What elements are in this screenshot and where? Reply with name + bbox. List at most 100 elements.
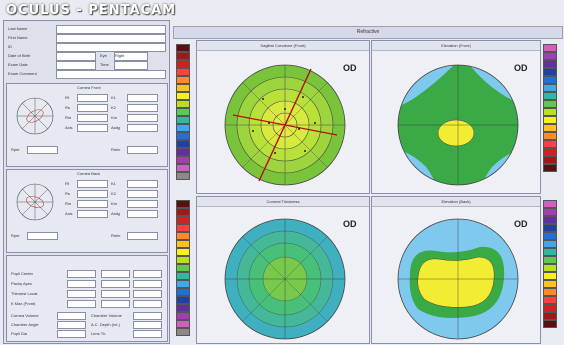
color-scale-swatch <box>176 232 190 240</box>
metric-key: K2 <box>111 191 116 196</box>
color-scale-swatch <box>543 100 557 108</box>
color-scale-swatch <box>543 164 557 172</box>
metric-key: Astig <box>111 125 120 130</box>
color-scale-swatch <box>176 52 190 60</box>
color-scale-swatch <box>543 312 557 320</box>
metric-row: Chamber Angle A.C. Depth (Int.) <box>11 321 166 329</box>
color-scale-swatch <box>176 148 190 156</box>
color-scale-left-bottom <box>173 196 193 341</box>
metric-key: Rs <box>65 191 70 196</box>
color-scale-right-bottom <box>540 196 560 341</box>
color-scale-swatch <box>176 216 190 224</box>
color-scale-swatch <box>543 224 557 232</box>
color-scale-swatch <box>543 320 557 328</box>
metric-value <box>133 270 162 278</box>
metric-row: K Max (Front) <box>11 300 166 308</box>
color-scale-swatch <box>543 140 557 148</box>
metric-value <box>77 124 108 132</box>
metric-value <box>77 190 108 198</box>
metric-key: Rmin <box>111 233 121 238</box>
cornea-back-section: Cornea Back Rf K1 Rs K2 <box>6 169 168 253</box>
color-scale-swatch <box>543 156 557 164</box>
color-scale-left-top <box>173 40 193 190</box>
map-panel-elevation-back[interactable]: Elevation (Back) OD <box>371 196 541 344</box>
metric-value <box>77 104 108 112</box>
metric-row: Cornea Volume Chamber Volume <box>11 312 166 320</box>
metric-value <box>67 270 96 278</box>
metric-key: Pupil Center <box>11 271 34 276</box>
cornea-front-section: Cornea Front Rf K1 Rs K2 <box>6 83 168 167</box>
color-scale-swatch <box>176 60 190 68</box>
color-scale-swatch <box>176 208 190 216</box>
metric-key: Thinnest Locat. <box>11 291 39 296</box>
metric-value <box>127 104 158 112</box>
metric-value <box>127 200 158 208</box>
color-scale-swatch <box>543 240 557 248</box>
field-row: Exam Date Time <box>8 61 168 70</box>
metric-key: A.C. Depth (Int.) <box>91 322 120 327</box>
metric-row: Pupil Center <box>11 270 166 278</box>
id-field[interactable] <box>56 43 166 52</box>
axis-diagram-icon <box>16 97 54 135</box>
first-name-field[interactable] <box>56 34 166 43</box>
metric-value <box>77 94 108 102</box>
eye-label: OD <box>514 63 528 73</box>
metric-value <box>133 321 162 329</box>
field-row: Date of Birth Eye Right <box>8 52 168 61</box>
color-scale-swatch <box>543 44 557 52</box>
color-scale-swatch <box>176 280 190 288</box>
metric-value <box>57 312 86 320</box>
metric-row: Rm Km <box>65 114 165 122</box>
color-scale-swatch <box>543 296 557 304</box>
eye-label: OD <box>343 63 357 73</box>
metric-value <box>67 290 96 298</box>
field-label: ID <box>8 44 12 49</box>
metric-value <box>67 280 96 288</box>
dob-field[interactable] <box>56 52 96 61</box>
exam-date-field[interactable] <box>56 61 96 70</box>
color-scale-swatch <box>176 132 190 140</box>
color-scale-swatch <box>543 52 557 60</box>
section-header: Cornea Front <box>77 85 101 90</box>
comment-field[interactable] <box>56 70 166 79</box>
metric-value <box>127 146 158 154</box>
metric-key: Axis <box>65 211 73 216</box>
map-panel-sagittal[interactable]: Sagittal Curvature (Front) OD <box>196 40 370 194</box>
metric-key: Lens Th. <box>91 331 107 336</box>
field-row: Last Name <box>8 25 168 34</box>
eye-field[interactable]: Right <box>114 52 148 61</box>
map-panel-thickness[interactable]: Corneal Thickness OD <box>196 196 370 344</box>
eye-label: Eye <box>100 53 107 58</box>
metric-key: Km <box>111 201 117 206</box>
map-title: Elevation (Back) <box>372 197 540 207</box>
color-scale-swatch <box>176 272 190 280</box>
color-scale-swatch <box>543 108 557 116</box>
metric-key: Astig <box>111 211 120 216</box>
last-name-field[interactable] <box>56 25 166 34</box>
metric-key: Rm <box>65 115 72 120</box>
metric-row: Rper Rmin <box>11 232 166 240</box>
map-panel-elevation-front[interactable]: Elevation (Front) OD <box>371 40 541 194</box>
sagittal-curvature-map <box>224 64 346 186</box>
color-scale-swatch <box>543 200 557 208</box>
field-row: Exam Comment <box>8 70 168 79</box>
color-scale-swatch <box>543 60 557 68</box>
metric-row: Rper Rmin <box>11 146 166 154</box>
color-scale-swatch <box>176 312 190 320</box>
color-scale-swatch <box>543 68 557 76</box>
metric-key: K1 <box>111 95 116 100</box>
map-title: Elevation (Front) <box>372 41 540 51</box>
color-scale-swatch <box>176 256 190 264</box>
color-scale-swatch <box>176 224 190 232</box>
time-field[interactable] <box>114 61 148 70</box>
color-scale-swatch <box>176 264 190 272</box>
field-label: Date of Birth <box>8 53 31 58</box>
metric-row: Pachy Apex <box>11 280 166 288</box>
color-scale-swatch <box>176 172 190 180</box>
field-row: ID <box>8 43 168 52</box>
color-scale-swatch <box>543 124 557 132</box>
field-label: Exam Comment <box>8 71 37 76</box>
color-scale-swatch <box>176 68 190 76</box>
eye-label: OD <box>514 219 528 229</box>
metric-value <box>127 114 158 122</box>
